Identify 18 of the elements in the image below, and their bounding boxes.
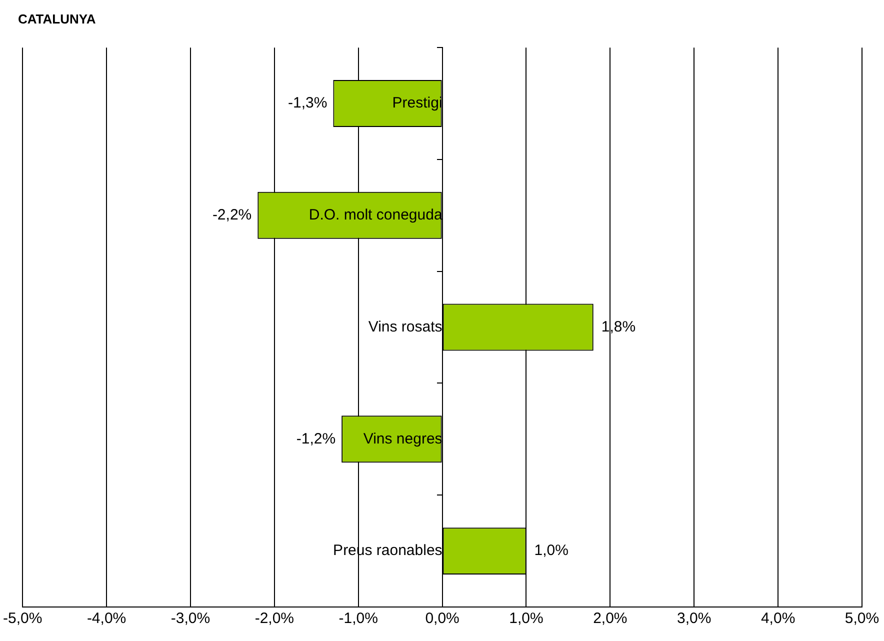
x-tick-label: 4,0% xyxy=(760,610,796,628)
chart-title: CATALUNYA xyxy=(18,11,96,26)
x-tick-label: 2,0% xyxy=(593,610,628,628)
x-tick-label: -3,0% xyxy=(170,610,210,628)
data-label: -1,3% xyxy=(288,94,328,112)
x-tick-label: -1,0% xyxy=(338,610,378,628)
data-label: 1,0% xyxy=(534,542,568,560)
y-tick-label: Vins rosats xyxy=(368,318,442,336)
data-label: -1,2% xyxy=(296,430,336,448)
x-tick-label: -5,0% xyxy=(3,610,42,628)
x-tick-label: 0,0% xyxy=(425,610,460,628)
y-tick-label: Prestigi xyxy=(392,94,442,112)
data-label: -2,2% xyxy=(212,206,252,224)
x-tick-label: 5,0% xyxy=(844,610,880,628)
x-tick-label: 1,0% xyxy=(509,610,544,628)
x-tick-label: -4,0% xyxy=(86,610,126,628)
x-tick-label: 3,0% xyxy=(677,610,712,628)
x-tick-label: -2,0% xyxy=(254,610,294,628)
